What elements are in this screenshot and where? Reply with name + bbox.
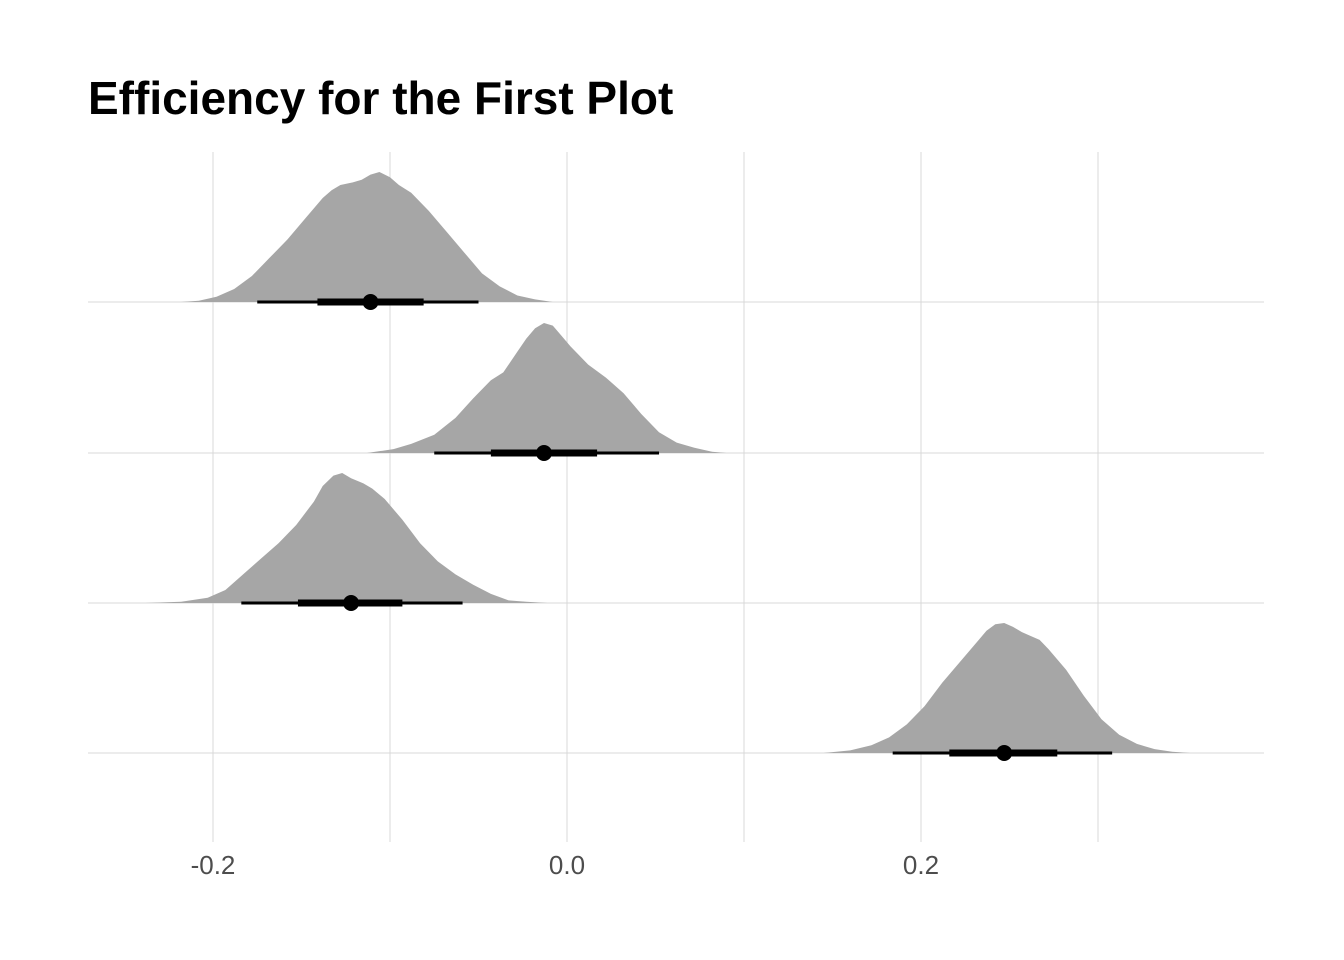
chart-title: Efficiency for the First Plot (88, 72, 674, 124)
median-point-3 (343, 595, 360, 611)
density-1 (181, 172, 553, 302)
x-tick-label: 0.0 (549, 850, 585, 880)
x-tick-label: -0.2 (191, 850, 236, 880)
density-4 (823, 623, 1191, 753)
density-2 (366, 323, 727, 453)
median-point-1 (362, 294, 379, 310)
median-point-4 (996, 745, 1013, 761)
x-tick-label: 0.2 (903, 850, 939, 880)
median-point-2 (535, 445, 552, 461)
density-3 (145, 473, 548, 603)
